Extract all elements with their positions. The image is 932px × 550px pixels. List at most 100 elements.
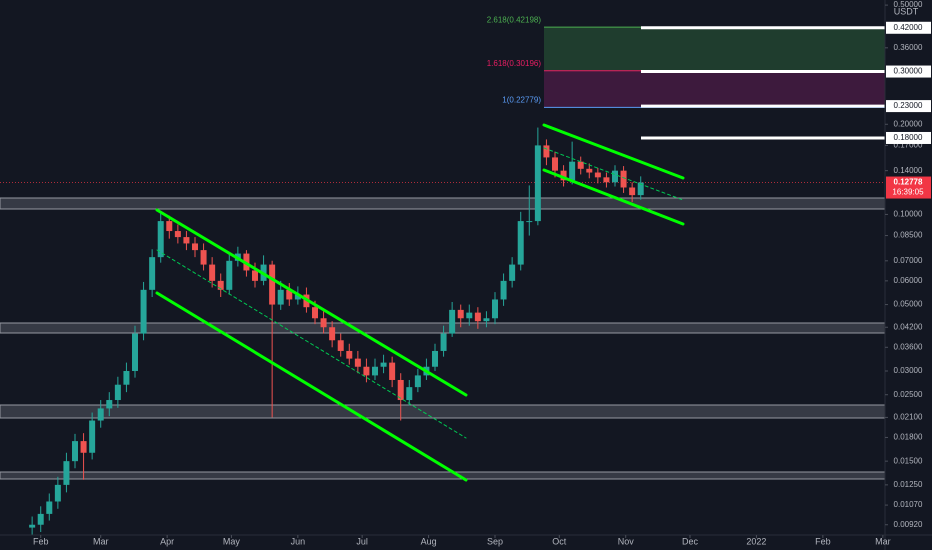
candle-body	[149, 257, 156, 290]
candle-body	[63, 461, 70, 485]
candle-body	[389, 362, 396, 380]
candle-body	[123, 371, 130, 385]
candle-body	[157, 221, 164, 258]
channel-midline	[156, 249, 467, 439]
candle-body	[320, 318, 327, 328]
y-tick-label: 0.02500	[894, 390, 923, 399]
candle-body	[166, 221, 173, 232]
candle-body	[312, 307, 318, 319]
candle-body	[346, 350, 353, 359]
y-tick-label: 0.17000	[894, 141, 923, 150]
channel-line	[155, 291, 468, 482]
candle-body	[552, 157, 558, 171]
fib-zone	[544, 70, 885, 108]
level-label: 0.18000	[894, 133, 923, 142]
x-tick-label: Feb	[33, 536, 49, 546]
candle-body	[449, 309, 456, 334]
candle-body	[252, 270, 258, 281]
candle-body	[440, 333, 447, 351]
x-tick-label: Jul	[356, 536, 368, 546]
level-label-box	[886, 21, 931, 34]
candle-body	[577, 161, 584, 169]
candle-body	[72, 441, 78, 462]
candle-body	[29, 524, 36, 528]
y-tick-label: 0.01500	[894, 456, 923, 465]
last-price-label: 0.12778	[894, 178, 923, 187]
last-price-box	[886, 176, 931, 199]
candle-body	[372, 366, 378, 376]
candle-body	[269, 264, 276, 305]
level-label-box	[886, 100, 931, 113]
candle-body	[457, 309, 464, 319]
candle-body	[432, 350, 438, 367]
y-tick-label: 0.08500	[894, 231, 923, 240]
candle-body	[200, 250, 207, 265]
fib-extension: 2.618(0.42198) 1.618(0.30196) 1(0.22779)	[0, 15, 885, 184]
x-tick-label: Jun	[291, 536, 306, 546]
candle-body	[500, 280, 507, 300]
channel-midline	[543, 147, 684, 201]
y-tick-label: 0.20000	[894, 119, 923, 128]
candle-body	[294, 294, 301, 300]
candle-body	[37, 513, 44, 525]
x-tick-label: Mar	[93, 536, 109, 546]
y-tick-label: 0.07000	[894, 256, 923, 265]
candle-body	[492, 299, 498, 319]
candle-body	[397, 379, 404, 401]
candle-body	[637, 182, 644, 196]
candle-body	[543, 145, 550, 158]
candle-body	[560, 170, 567, 181]
candle-body	[183, 237, 190, 244]
level-label-box	[886, 65, 931, 78]
candle-body	[526, 221, 533, 223]
zone	[0, 404, 886, 419]
x-tick-label: Mar	[875, 536, 891, 546]
candle-body	[46, 501, 53, 514]
candle-body	[406, 387, 413, 401]
candle-body	[329, 327, 336, 341]
candle-body	[54, 484, 61, 502]
candle-body	[217, 280, 224, 290]
candle-body	[354, 358, 361, 367]
candle-body	[363, 366, 370, 376]
y-tick-label: 0.03600	[894, 342, 923, 351]
candle-body	[277, 289, 284, 305]
zone	[0, 322, 886, 334]
level-label: 0.42000	[894, 23, 923, 32]
y-tick-label: 0.03000	[894, 366, 923, 375]
candle-body	[286, 289, 293, 300]
candle-body	[517, 221, 524, 265]
candle-body	[226, 260, 233, 290]
y-tick-label: 0.01070	[894, 500, 923, 509]
x-tick-label: Apr	[160, 536, 174, 546]
fib-label: 2.618(0.42198)	[487, 15, 542, 24]
x-tick-label: 2022	[746, 536, 766, 546]
candle-body	[483, 318, 490, 322]
level-label: 0.23000	[894, 101, 923, 110]
x-tick-label: Sep	[487, 536, 503, 546]
fib-zone	[544, 27, 885, 71]
candle-body	[620, 170, 627, 188]
y-tick-label: 0.01800	[894, 433, 923, 442]
candle-body	[569, 161, 576, 181]
x-tick-label: Dec	[682, 536, 699, 546]
candle-body	[80, 441, 87, 453]
y-tick-label: 0.50000	[894, 0, 923, 9]
candle-body	[603, 177, 610, 183]
y-tick-label: 0.36000	[894, 43, 923, 52]
y-tick-label: 0.14000	[894, 166, 923, 175]
y-tick-label: 0.00920	[894, 520, 923, 529]
x-tick-label: Feb	[815, 536, 831, 546]
fib-label: 1(0.22779)	[502, 95, 541, 104]
y-tick-label: 0.04200	[894, 322, 923, 331]
candle-body	[132, 333, 138, 372]
level-label-box	[886, 131, 931, 144]
candle-body	[466, 312, 473, 319]
x-tick-label: May	[223, 536, 241, 546]
candle-body	[174, 231, 181, 238]
candle-body	[114, 384, 121, 401]
channel-line	[155, 208, 468, 397]
time-axis	[0, 535, 932, 550]
